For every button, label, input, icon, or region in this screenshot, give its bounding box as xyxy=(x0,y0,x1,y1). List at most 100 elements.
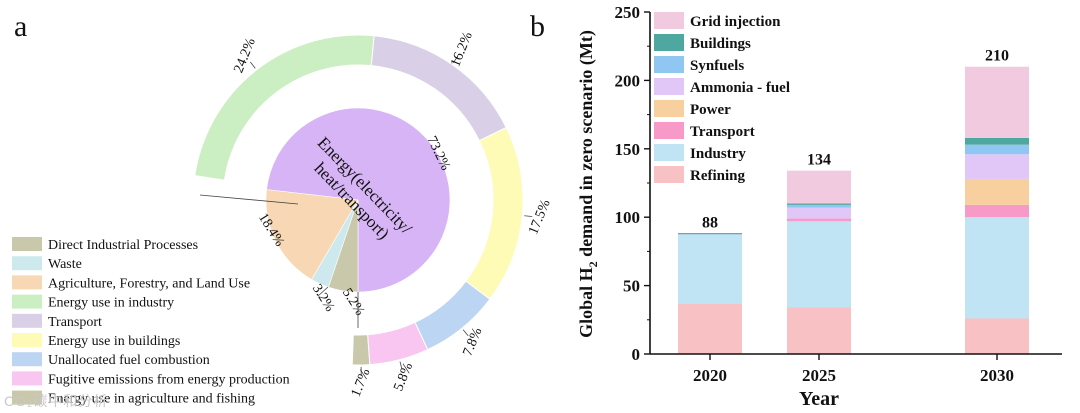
y-axis-label-part-1: Global H xyxy=(576,267,596,338)
legend-a-label-direct-industrial-processes: Direct Industrial Processes xyxy=(48,238,198,253)
outer-slice-energy-use-in-buildings xyxy=(465,126,524,300)
bar-2025-ammonia-fuel xyxy=(787,207,851,219)
outer-label-fugitive-emissions-from-energy-production: 5.8% xyxy=(391,360,416,393)
outer-slice-energy-use-in-agriculture-and-fishing xyxy=(351,334,371,366)
legend-b-swatch-buildings xyxy=(654,34,684,51)
bar-2025-buildings xyxy=(787,203,851,205)
outer-label-unallocated-fuel-combustion: 7.8% xyxy=(461,325,486,358)
legend-panel-b: Grid injection Buildings Synfuels Ammonia -… xyxy=(654,12,790,184)
outer-label-energy-use-in-buildings: 17.5% xyxy=(526,197,554,236)
y-axis-label-part-2: demand in zero scenario (Mt) xyxy=(576,30,597,261)
legend-b-label-ammonia-fuel: Ammonia - fuel xyxy=(690,80,790,96)
legend-a-label-waste: Waste xyxy=(48,257,82,272)
legend-b-swatch-industry xyxy=(654,144,684,161)
outer-slice-unallocated-fuel-combustion xyxy=(414,280,491,351)
outer-leader-fugitive-emissions-from-energy-production xyxy=(399,361,403,370)
inner-pie xyxy=(265,107,451,293)
legend-b-swatch-transport xyxy=(654,122,684,139)
bar-2030-buildings xyxy=(965,137,1029,145)
inner-leader-line-waste xyxy=(317,286,329,297)
outer-label-transport: 16.2% xyxy=(448,30,476,69)
x-tick-label-2020: 2020 xyxy=(693,366,727,385)
legend-a-label-energy-use-in-agriculture-and-fishing: Energy use in agriculture and fishing xyxy=(48,392,255,407)
legend-b-label-buildings: Buildings xyxy=(690,36,751,52)
bar-2025-synfuels xyxy=(787,204,851,208)
outer-ring xyxy=(194,34,524,366)
legend-b-label-grid-injection: Grid injection xyxy=(690,14,781,30)
y-tick-label-150: 150 xyxy=(615,140,641,159)
legend-a-swatch-energy-use-in-agriculture-and-fishing xyxy=(12,390,42,405)
bar-2030-ammonia-fuel xyxy=(965,154,1029,179)
y-tick-label-200: 200 xyxy=(615,71,641,90)
panel-a-donut-chart: a 73.2%18.4%3.2% 5.2%1.7% 5.8%7.8%17.5%16.… xyxy=(12,10,554,407)
legend-b-swatch-grid-injection xyxy=(654,12,684,29)
bar-2025-refining xyxy=(787,307,851,354)
outer-slice-fugitive-emissions-from-energy-production xyxy=(367,321,429,366)
bar-2020-industry xyxy=(678,233,742,304)
legend-b-swatch-synfuels xyxy=(654,56,684,73)
outer-slice-energy-use-in-industry xyxy=(194,34,375,181)
y-tick-label-50: 50 xyxy=(623,277,640,296)
bar-2020-refining xyxy=(678,303,742,354)
legend-a-swatch-unallocated-fuel-combustion xyxy=(12,352,42,367)
inner-slice-agriculture-forestry-and-land-use xyxy=(265,189,359,280)
bar-2030-industry xyxy=(965,217,1029,319)
bar-2030-transport xyxy=(965,204,1029,218)
x-tick-label-2025: 2025 xyxy=(802,366,836,385)
y-tick-label-0: 0 xyxy=(632,345,641,364)
bar-2030-grid-injection xyxy=(965,66,1029,138)
outer-leader-energy-use-in-industry xyxy=(250,61,256,69)
legend-a-swatch-direct-industrial-processes xyxy=(12,237,42,251)
legend-b-swatch-power xyxy=(654,100,684,117)
y-axis-label-subscript: 2 xyxy=(586,261,600,267)
y-tick-label-100: 100 xyxy=(615,208,641,227)
outer-edge-line-left xyxy=(199,194,299,205)
legend-a-swatch-fugitive-emissions-from-energy-production xyxy=(12,371,42,386)
bar-2030-power xyxy=(965,178,1029,205)
bar-2025-grid-injection xyxy=(787,170,851,204)
y-axis-label: Global H2 demand in zero scenario (Mt) xyxy=(576,30,600,338)
legend-a-swatch-agriculture-forestry-and-land-use xyxy=(12,275,42,290)
x-axis-label: Year xyxy=(799,388,839,410)
legend-b-label-synfuels: Synfuels xyxy=(690,58,744,74)
outer-slice-transport xyxy=(370,35,507,142)
legend-b-label-transport: Transport xyxy=(690,124,755,140)
legend-a-label-energy-use-in-industry: Energy use in industry xyxy=(48,296,174,311)
panel-b-stacked-bar-chart: b 88 134 210 0 50 100 150 200 250 2020 2025 2030 G… xyxy=(530,3,1062,410)
legend-a-label-fugitive-emissions-from-energy-production: Fugitive emissions from energy productio… xyxy=(48,372,290,387)
legend-a-swatch-transport xyxy=(12,313,42,328)
bar-2030-refining xyxy=(965,318,1029,354)
legend-a-swatch-energy-use-in-industry xyxy=(12,294,42,309)
outer-leader-transport xyxy=(452,56,459,64)
total-label-2020: 88 xyxy=(702,215,718,232)
outer-leader-energy-use-in-buildings xyxy=(524,215,533,217)
outer-leader-unallocated-fuel-combustion xyxy=(462,329,469,337)
legend-b-swatch-refining xyxy=(654,166,684,183)
panel-a-label: a xyxy=(14,10,27,43)
outer-label-energy-use-in-agriculture-and-fishing: 1.7% xyxy=(349,366,374,399)
panel-b-label: b xyxy=(530,10,545,43)
legend-b-label-industry: Industry xyxy=(690,146,746,162)
x-tick-label-2030: 2030 xyxy=(980,366,1014,385)
bar-2025-industry xyxy=(787,221,851,308)
legend-a-swatch-energy-use-in-buildings xyxy=(12,333,42,347)
legend-b-swatch-ammonia-fuel xyxy=(654,78,684,95)
legend-panel-a: Direct Industrial Processes Waste Agricult… xyxy=(12,237,290,407)
legend-a-label-unallocated-fuel-combustion: Unallocated fuel combustion xyxy=(48,353,210,368)
legend-a-label-energy-use-in-buildings: Energy use in buildings xyxy=(48,334,180,349)
legend-b-label-refining: Refining xyxy=(690,168,746,184)
outer-label-energy-use-in-industry: 24.2% xyxy=(231,36,259,75)
bar-stacks: 88 134 210 xyxy=(678,48,1029,354)
bar-2030-synfuels xyxy=(965,144,1029,155)
bar-2025-transport xyxy=(787,218,851,222)
legend-a-swatch-waste xyxy=(12,256,42,271)
axes-panel-b: 0 50 100 150 200 250 2020 2025 2030 xyxy=(615,3,1062,385)
legend-b-label-power: Power xyxy=(690,102,731,118)
watermark: CO₂碳中和分析 xyxy=(4,393,109,409)
total-label-2025: 134 xyxy=(807,152,831,169)
total-label-2030: 210 xyxy=(985,48,1009,65)
legend-a-label-agriculture-forestry-and-land-use: Agriculture, Forestry, and Land Use xyxy=(48,276,250,291)
y-tick-label-250: 250 xyxy=(615,3,641,22)
legend-a-label-transport: Transport xyxy=(48,315,102,330)
